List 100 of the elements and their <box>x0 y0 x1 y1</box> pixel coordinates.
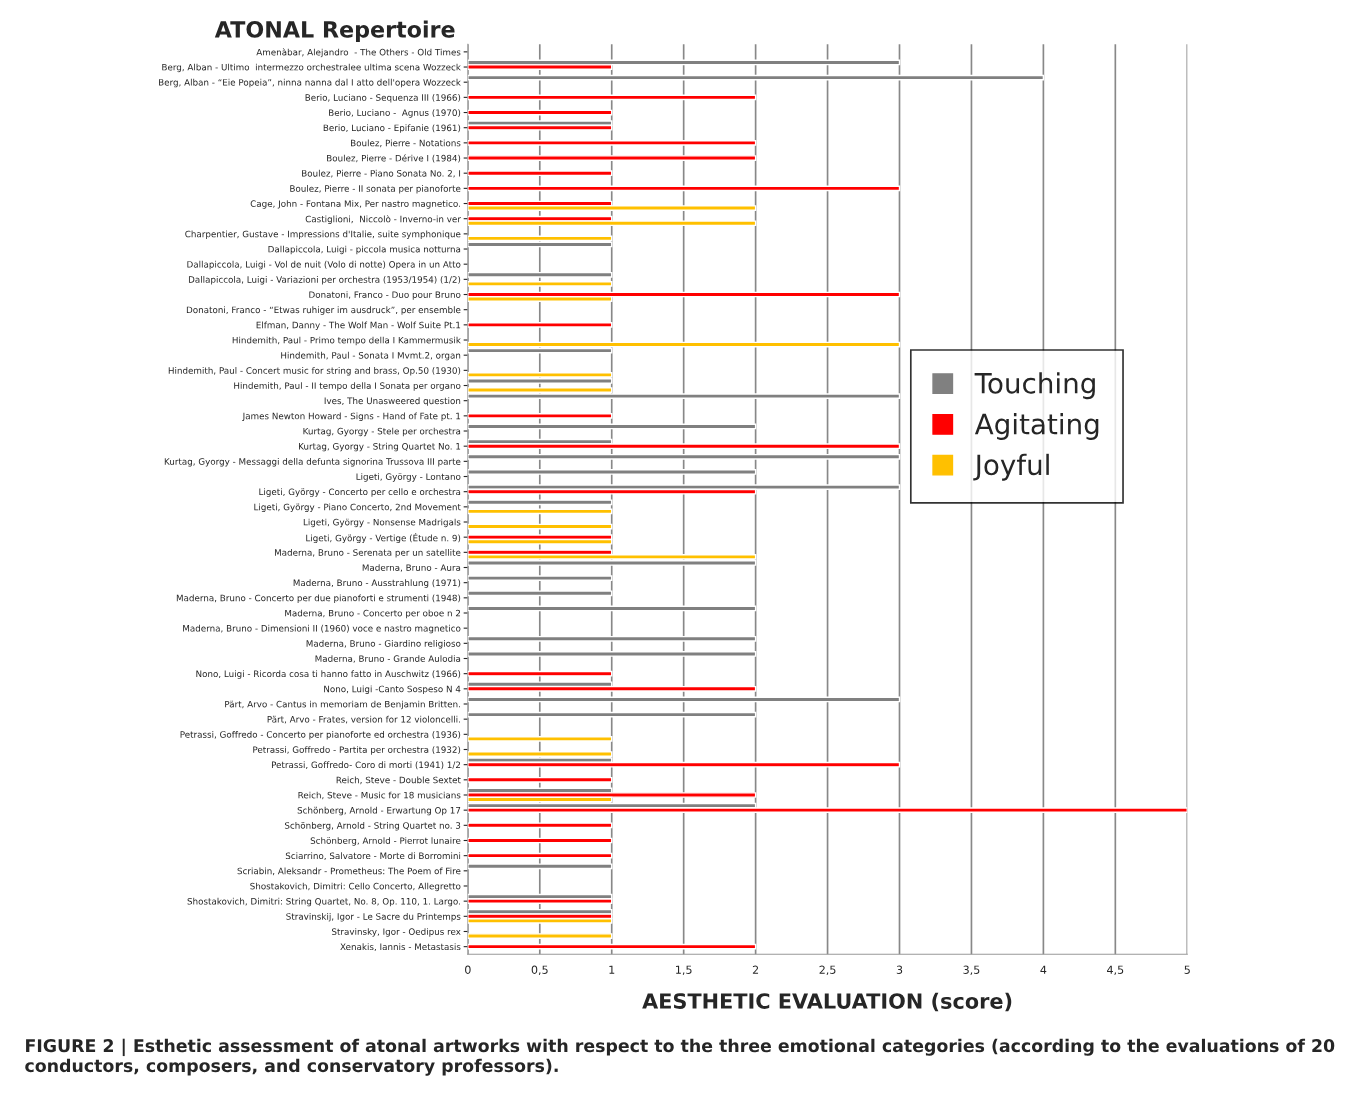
x-tick-label: 2 <box>752 965 759 974</box>
bar <box>467 685 757 692</box>
y-tick-label: Kurtag, Gyorgy - String Quartet No. 1 <box>299 442 461 452</box>
x-tick-label: 0,5 <box>531 965 548 976</box>
y-tick-label: Xenakis, Iannis - Metastasis <box>340 943 461 951</box>
y-tick-label: Ligeti, György - Piano Concerto, 2nd Movement <box>254 503 461 512</box>
bar <box>467 898 613 905</box>
y-tick-label: Boulez, Pierre - Dérive I (1984) <box>327 154 461 163</box>
x-tick-label: 0 <box>465 965 471 974</box>
bar <box>467 943 757 950</box>
bar <box>467 220 757 227</box>
y-tick-label: Cage, John - Fontana Mix, Per nastro magnetico. <box>250 200 460 209</box>
bar <box>467 321 613 328</box>
y-tick-label: Donatoni, Franco - Duo pour Bruno <box>309 291 461 300</box>
x-tick-label: 2,5 <box>819 965 836 976</box>
bar <box>467 822 613 829</box>
y-tick-label: Hindemith, Paul - Sonata I Mvmt.2, organ <box>281 351 461 361</box>
bar <box>467 792 757 798</box>
y-tick-label: Dallapiccola, Luigi - Vol de nuit (Volo di notte) Opera in un Atto <box>187 260 461 270</box>
y-tick-label: Boulez, Pierre - Piano Sonata No. 2, I <box>302 169 461 178</box>
y-tick-label: Maderna, Bruno - Concerto per due pianoforti e strumenti (1948) <box>176 594 461 603</box>
y-tick-label: Maderna, Bruno - Ausstrahlung (1971) <box>293 579 461 588</box>
y-tick-label: Hindemith, Paul - Primo tempo della I Kammermusik <box>232 336 461 346</box>
y-tick-label: Boulez, Pierre - II sonata per pianoforte <box>290 185 461 194</box>
bar <box>467 807 1188 814</box>
bar <box>467 736 613 742</box>
y-tick-label: Pärt, Arvo - Cantus in memoriam de Benjamin Britten. <box>225 700 460 710</box>
y-tick-label: Reich, Steve - Double Sextet <box>336 776 461 785</box>
y-tick-label: Reich, Steve - Music for 18 musicians <box>298 791 461 800</box>
bar <box>467 670 613 677</box>
x-tick-label: 3,5 <box>963 965 980 976</box>
y-tick-label: Maderna, Bruno - Serenata per un satellite <box>274 549 461 558</box>
y-tick-label: Petrassi, Goffredo - Concerto per pianoforte ed orchestra (1936) <box>180 731 461 740</box>
y-tick-label: Stravinskij, Igor - Le Sacre du Printemps <box>286 912 461 922</box>
bar <box>467 281 613 287</box>
y-tick-label: Maderna, Bruno - Grande Aulodia <box>315 655 461 663</box>
x-tick-label: 3 <box>896 965 903 974</box>
bar <box>467 538 613 545</box>
y-tick-label: Schönberg, Arnold - Pierrot lunaire <box>310 837 461 846</box>
y-tick-label: Shostakovich, Dimitri: Cello Concerto, Allegretto <box>250 882 461 892</box>
y-tick-label: Charpentier, Gustave - Impressions d'Italie, suite symphonique <box>185 230 461 239</box>
legend-label: Agitating <box>974 413 1099 440</box>
y-tick-label: Boulez, Pierre - Notations <box>351 139 461 148</box>
bar <box>467 124 613 131</box>
y-tick-label: James Newton Howard - Signs - Hand of Fate pt. 1 <box>242 412 461 421</box>
y-tick-label: Dallapiccola, Luigi - Variazioni per orchestra (1953/1954) (1/2) <box>188 276 461 285</box>
y-tick-label: Ligeti, György - Lontano <box>356 473 461 482</box>
y-tick-label: Elfman, Danny - The Wolf Man - Wolf Suite Pt.1 <box>256 321 461 330</box>
x-tick-label: 4,5 <box>1107 965 1124 976</box>
y-tick-label: Hindemith, Paul - II tempo della I Sonata per organo <box>234 382 461 391</box>
bar <box>467 776 613 783</box>
y-tick-label: Schönberg, Arnold - Erwartung Op 17 <box>297 806 461 816</box>
y-tick-label: Scriabin, Aleksandr - Prometheus: The Poem of Fire <box>237 867 461 876</box>
y-tick-label: Sciarrino, Salvatore - Morte di Borromini <box>285 852 461 860</box>
y-tick-label: Ligeti, György - Nonsense Madrigals <box>303 518 461 528</box>
x-tick-label: 1,5 <box>676 965 692 976</box>
bar <box>467 140 757 146</box>
y-tick-label: Maderna, Bruno - Concerto per oboe n 2 <box>285 609 461 619</box>
y-tick-label: Petrassi, Goffredo- Coro di morti (1941) 1/2 <box>271 761 461 770</box>
legend-label: Joyful <box>973 453 1049 481</box>
bar <box>467 412 613 419</box>
y-tick-label: Berg, Alban - Ultimo intermezzo orchestralee ultima scena Wozzeck <box>162 63 461 73</box>
caption: FIGURE 2 | Esthetic assessment of atonal artworks with respect to the three emotional categories (according to the evaluations of 20 conductors, composers, and conservatory professors). <box>25 1038 1335 1076</box>
y-tick-label: Berio, Luciano - Epifanie (1961) <box>323 124 461 133</box>
y-tick-label: Berio, Luciano - Sequenza III (1966) <box>305 94 461 103</box>
y-tick-label: Stravinsky, Igor - Oedipus rex <box>332 928 461 937</box>
y-tick-label: Ligeti, György - Concerto per cello e orchestra <box>259 488 461 497</box>
x-tick-label: 1 <box>609 965 615 974</box>
y-tick-label: Kurtag, Gyorgy - Messaggi della defunta signorina Trussova III parte <box>164 458 461 467</box>
y-tick-label: Schönberg, Arnold - String Quartet no. 3 <box>284 822 461 831</box>
y-tick-label: Berio, Luciano - Agnus (1970) <box>329 109 461 118</box>
bar <box>467 155 757 161</box>
y-tick-label: Ives, The Unasweered question <box>324 397 461 406</box>
bar <box>467 761 901 768</box>
y-tick-label: Dallapiccola, Luigi - piccola musica notturna <box>268 245 461 255</box>
x-tick-label: 5 <box>1184 965 1190 974</box>
bar <box>467 443 901 450</box>
y-tick-label: Shostakovich, Dimitri: String Quartet, No. 8, Op. 110, 1. Largo. <box>187 897 460 907</box>
y-tick-label: Kurtag, Gyorgy - Stele per orchestra <box>303 427 461 437</box>
bar <box>467 852 613 859</box>
y-tick-label: Petrassi, Goffredo - Partita per orchestra (1932) <box>253 746 461 755</box>
bar <box>467 170 613 177</box>
y-tick-label: Amenàbar, Alejandro - The Others - Old Times <box>256 48 461 58</box>
y-tick-label: Berg, Alban - “Eie Popeia”, ninna nanna dal I atto dell'opera Wozzeck <box>159 78 461 88</box>
y-tick-label: Castiglioni, Niccolò - Inverno-in ver <box>305 215 461 225</box>
legend-label: Touching <box>974 372 1095 400</box>
y-tick-label: Nono, Luigi -Canto Sospeso N 4 <box>324 685 461 694</box>
y-tick-label: Maderna, Bruno - Dimensioni II (1960) voce e nastro magnetico <box>183 624 461 634</box>
y-tick-label: Nono, Luigi - Ricorda cosa ti hanno fatto in Auschwitz (1966) <box>196 670 461 679</box>
x-tick-label: 4 <box>1040 965 1047 974</box>
y-tick-label: Ligeti, György - Vertige (Étude n. 9) <box>306 533 461 544</box>
bar <box>467 933 613 939</box>
y-tick-label: Pärt, Arvo - Frates, version for 12 violoncelli. <box>267 715 460 724</box>
y-tick-label: Maderna, Bruno - Giardino religioso <box>306 640 461 649</box>
y-tick-label: Hindemith, Paul - Concert music for string and brass, Op.50 (1930) <box>168 367 461 376</box>
x-axis-title: AESTHETIC EVALUATION (score) <box>642 992 1012 1012</box>
y-tick-label: Maderna, Bruno - Aura <box>362 564 461 572</box>
chart-title: ATONAL Repertoire <box>214 20 455 43</box>
y-tick-label: Donatoni, Franco - “Etwas ruhiger im ausdruck”, per ensemble <box>186 306 461 315</box>
bar <box>467 205 757 211</box>
